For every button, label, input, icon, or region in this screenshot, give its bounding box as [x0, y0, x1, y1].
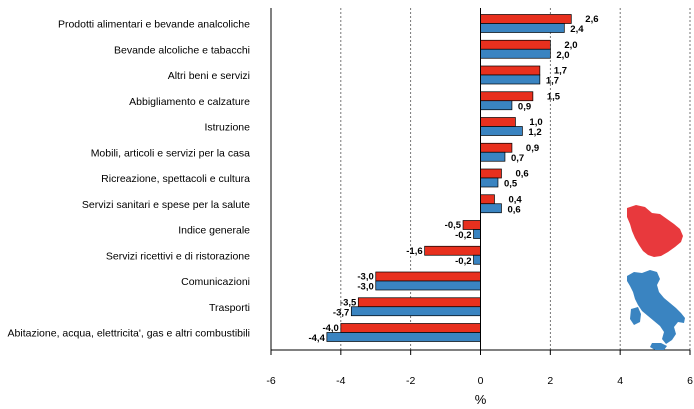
x-tick-label: 0 — [478, 375, 484, 387]
bar-series-1 — [480, 194, 495, 205]
category-label: Altri beni e servizi — [168, 70, 250, 82]
value-label: -0,2 — [455, 256, 471, 267]
bar-series-2 — [480, 23, 565, 33]
bar-series-1 — [480, 39, 551, 50]
bar-series-2 — [480, 74, 541, 85]
x-tick-label: 2 — [547, 375, 553, 387]
category-label: Servizi sanitari e spese per la salute — [82, 199, 250, 211]
value-label: 1,2 — [528, 127, 541, 138]
bar-series-1 — [480, 91, 534, 102]
value-label: 2,0 — [556, 50, 569, 61]
value-label: 0,9 — [518, 101, 531, 112]
value-label: -4,0 — [322, 323, 338, 334]
x-axis: -6 -4 -2 0 2 4 6 — [266, 8, 693, 387]
value-label: -0,5 — [445, 220, 462, 231]
category-label: Mobili, articoli e servizi per la casa — [91, 147, 250, 159]
category-label: Servizi ricettivi e di ristorazione — [106, 250, 250, 262]
value-label: 1,7 — [554, 66, 567, 77]
bar-series-1 — [340, 323, 481, 333]
value-label: 0,9 — [526, 143, 539, 154]
value-label: 1,5 — [547, 91, 561, 102]
x-tick-label: 4 — [617, 375, 623, 387]
category-label: Indice generale — [178, 225, 250, 237]
value-label: 0,7 — [511, 153, 524, 164]
x-tick-label: -6 — [266, 375, 275, 387]
bar-series-2 — [480, 203, 502, 214]
bar-series-1 — [480, 117, 516, 127]
value-label: 2,6 — [585, 14, 598, 25]
value-label: 0,4 — [508, 194, 522, 205]
bar-series-2 — [375, 280, 481, 291]
bar-series-1 — [375, 271, 481, 282]
bar-series-1 — [480, 14, 572, 24]
value-label: 0,6 — [507, 204, 520, 215]
value-label: 1,7 — [546, 76, 559, 87]
bar-series-2 — [326, 332, 481, 342]
x-tick-label: 6 — [687, 375, 693, 387]
x-axis-title: % — [475, 392, 487, 407]
value-label: -4,4 — [308, 333, 325, 344]
value-labels: 2,62,01,71,51,00,90,60,4-0,5-1,6-3,0-3,5… — [308, 14, 598, 344]
bar-series-1 — [424, 245, 481, 256]
bar-series-1 — [357, 297, 481, 308]
x-tick-label: -4 — [336, 375, 345, 387]
bars — [326, 14, 572, 342]
bar-series-2 — [480, 126, 523, 136]
category-label: Abitazione, acqua, elettricita', gas e a… — [8, 328, 250, 340]
bar-series-2 — [480, 151, 506, 162]
category-label: Abbigliamento e calzature — [129, 96, 250, 108]
category-labels: Prodotti alimentari e bevande analcolich… — [8, 19, 251, 340]
category-label: Prodotti alimentari e bevande analcolich… — [58, 19, 250, 31]
value-label: 2,4 — [570, 24, 584, 35]
tuscany-map-icon — [627, 205, 683, 257]
value-label: 0,6 — [515, 169, 528, 180]
x-tick-label: -2 — [406, 375, 415, 387]
category-label: Comunicazioni — [181, 276, 250, 288]
bar-series-2 — [480, 48, 551, 59]
bar-series-2 — [480, 177, 499, 188]
bar-series-1 — [462, 220, 481, 230]
bar-series-2 — [350, 306, 481, 317]
bar-series-2 — [480, 100, 513, 111]
value-label: -3,0 — [357, 272, 373, 283]
bar-series-1 — [480, 142, 513, 153]
bar-series-1 — [480, 65, 541, 76]
category-label: Istruzione — [204, 122, 250, 134]
value-label: -0,2 — [455, 230, 471, 241]
bar-series-2 — [473, 254, 481, 265]
bar-series-1 — [480, 168, 502, 179]
value-label: -1,6 — [406, 246, 422, 257]
category-label: Trasporti — [209, 302, 250, 314]
value-label: 1,0 — [529, 117, 542, 128]
value-label: 0,5 — [504, 179, 518, 190]
value-label: -3,0 — [357, 282, 373, 293]
value-label: -3,7 — [333, 307, 349, 318]
bar-series-2 — [473, 229, 481, 239]
category-label: Ricreazione, spettacoli e cultura — [101, 173, 250, 185]
value-label: 2,0 — [564, 40, 577, 51]
value-label: -3,5 — [340, 297, 357, 308]
grid-lines — [340, 8, 691, 350]
italy-map-icon — [627, 270, 685, 350]
category-label: Bevande alcoliche e tabacchi — [114, 44, 250, 56]
